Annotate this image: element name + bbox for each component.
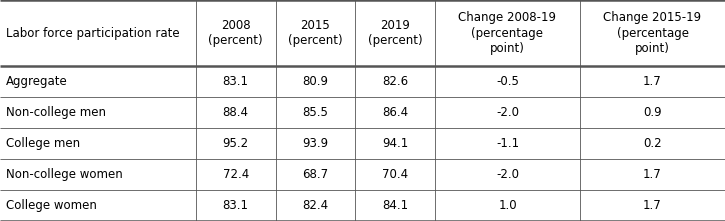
Text: 83.1: 83.1 xyxy=(223,75,249,88)
Text: -0.5: -0.5 xyxy=(496,75,519,88)
Text: 85.5: 85.5 xyxy=(302,106,328,119)
Text: Aggregate: Aggregate xyxy=(6,75,67,88)
Text: 93.9: 93.9 xyxy=(302,137,328,150)
Text: 2019
(percent): 2019 (percent) xyxy=(368,19,423,47)
Text: -2.0: -2.0 xyxy=(496,106,519,119)
Text: 84.1: 84.1 xyxy=(382,199,408,212)
Text: 1.7: 1.7 xyxy=(643,75,662,88)
Text: Change 2008-19
(percentage
point): Change 2008-19 (percentage point) xyxy=(458,11,557,55)
Text: Non-college women: Non-college women xyxy=(6,168,123,181)
Text: 1.7: 1.7 xyxy=(643,199,662,212)
Text: 1.7: 1.7 xyxy=(643,168,662,181)
Text: Non-college men: Non-college men xyxy=(6,106,106,119)
Text: College women: College women xyxy=(6,199,96,212)
Text: 2015
(percent): 2015 (percent) xyxy=(288,19,343,47)
Text: 70.4: 70.4 xyxy=(382,168,408,181)
Text: 80.9: 80.9 xyxy=(302,75,328,88)
Text: 95.2: 95.2 xyxy=(223,137,249,150)
Text: 94.1: 94.1 xyxy=(382,137,408,150)
Text: 82.6: 82.6 xyxy=(382,75,408,88)
Text: 68.7: 68.7 xyxy=(302,168,328,181)
Text: 86.4: 86.4 xyxy=(382,106,408,119)
Text: -2.0: -2.0 xyxy=(496,168,519,181)
Text: 0.9: 0.9 xyxy=(643,106,662,119)
Text: -1.1: -1.1 xyxy=(496,137,519,150)
Text: 72.4: 72.4 xyxy=(223,168,249,181)
Text: 88.4: 88.4 xyxy=(223,106,249,119)
Text: Labor force participation rate: Labor force participation rate xyxy=(6,27,179,40)
Text: 83.1: 83.1 xyxy=(223,199,249,212)
Text: 2008
(percent): 2008 (percent) xyxy=(208,19,263,47)
Text: College men: College men xyxy=(6,137,80,150)
Text: 82.4: 82.4 xyxy=(302,199,328,212)
Text: 1.0: 1.0 xyxy=(498,199,517,212)
Text: 0.2: 0.2 xyxy=(643,137,662,150)
Text: Change 2015-19
(percentage
point): Change 2015-19 (percentage point) xyxy=(603,11,702,55)
